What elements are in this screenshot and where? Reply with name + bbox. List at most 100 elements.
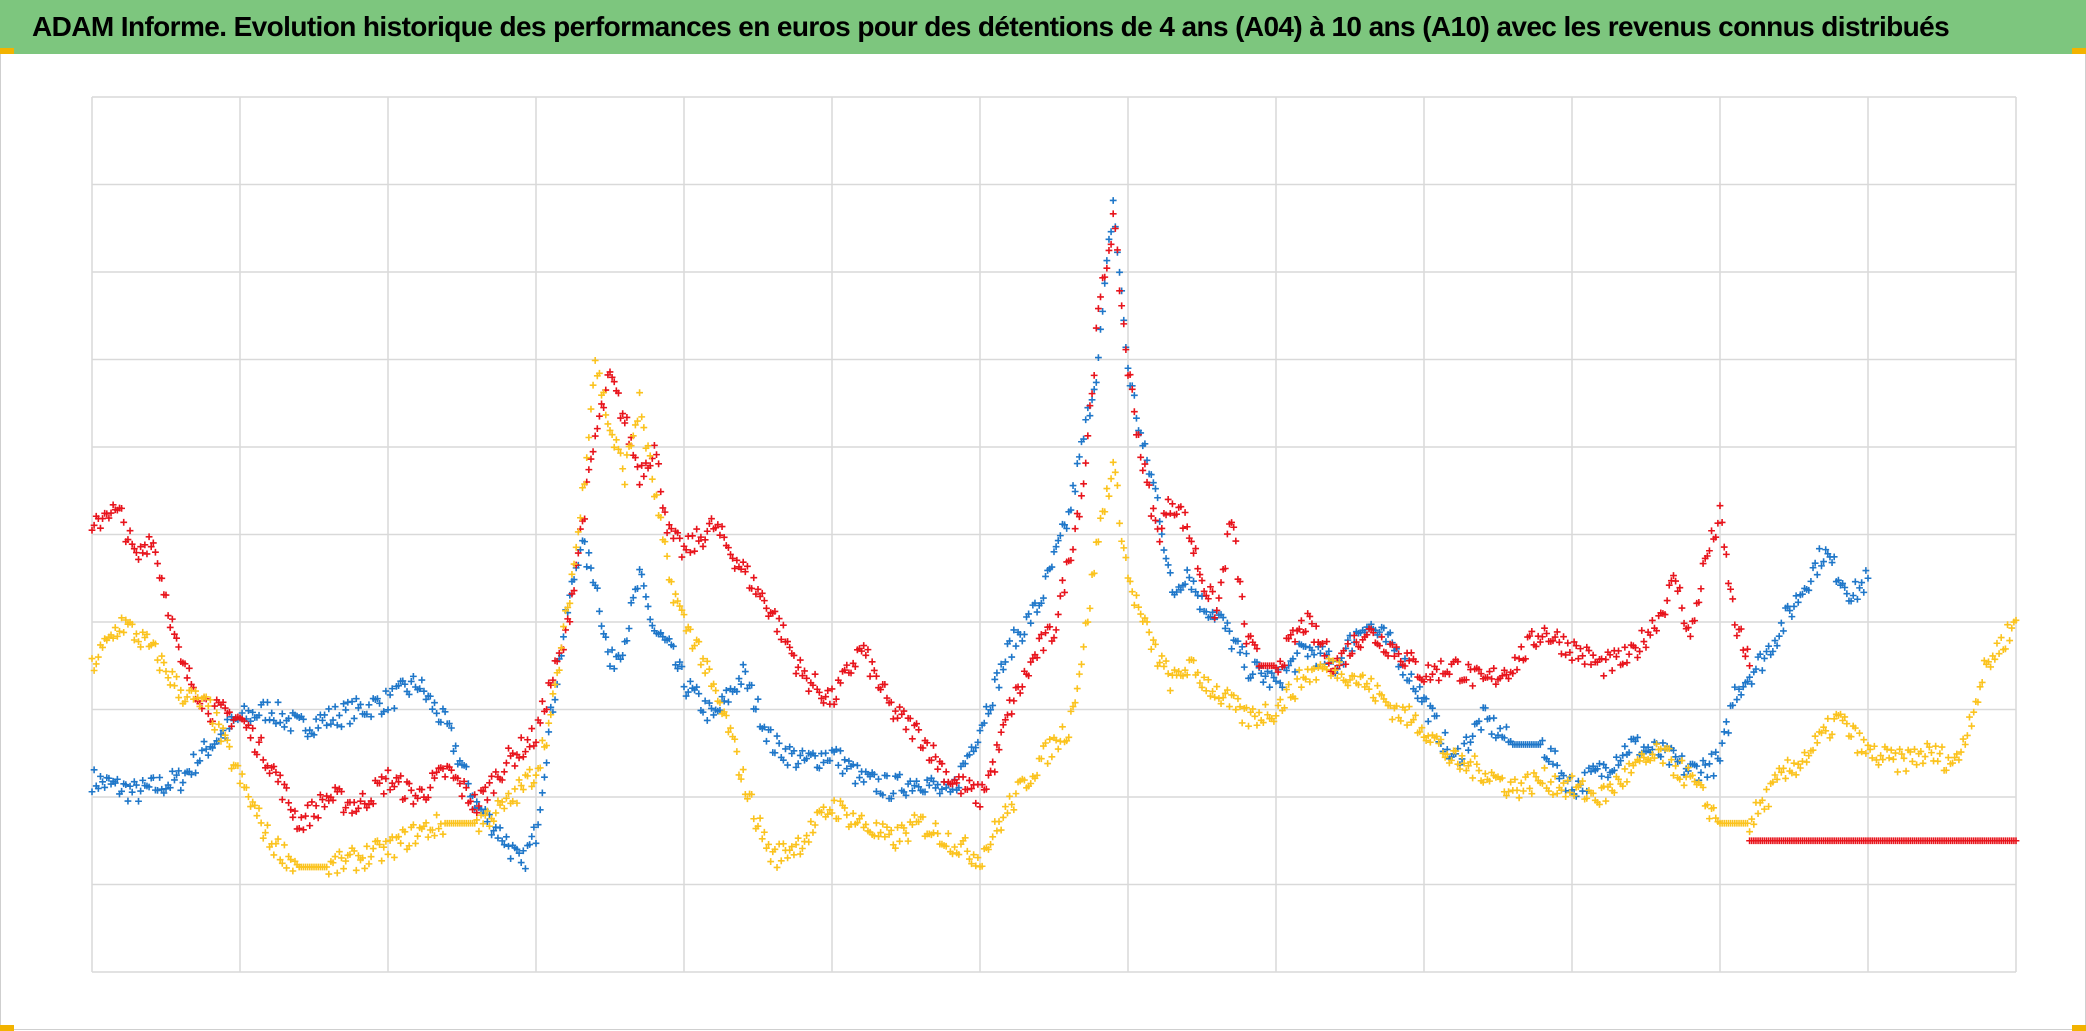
data-point (972, 799, 980, 807)
data-point (143, 550, 151, 558)
data-point (1122, 554, 1130, 561)
data-point (788, 843, 796, 850)
data-point (1418, 724, 1426, 732)
data-point (228, 722, 235, 730)
data-point (1868, 754, 1876, 762)
data-point (725, 544, 732, 552)
data-point (1118, 537, 1126, 545)
data-point (796, 850, 804, 858)
data-point (811, 670, 819, 678)
data-point (204, 702, 212, 710)
data-point (1625, 749, 1633, 757)
data-point (1388, 641, 1396, 649)
data-point (653, 451, 660, 459)
data-point (418, 676, 426, 684)
data-point (1291, 695, 1299, 703)
data-point (1365, 685, 1373, 693)
data-point (190, 695, 197, 703)
data-point (1293, 675, 1301, 683)
data-point (488, 772, 495, 780)
data-point (1185, 574, 1193, 581)
data-point (395, 682, 402, 690)
data-point (1357, 643, 1364, 651)
data-point (822, 749, 830, 757)
data-point (1492, 680, 1500, 688)
data-point (638, 571, 646, 578)
data-point (204, 751, 212, 759)
data-point (1526, 785, 1534, 792)
data-point (703, 717, 711, 724)
data-point (441, 708, 449, 716)
data-point (357, 701, 364, 708)
data-point (705, 699, 713, 707)
data-point (431, 699, 438, 707)
data-point (352, 866, 360, 874)
data-point (695, 537, 703, 545)
data-point (194, 694, 202, 701)
data-point (1481, 770, 1489, 778)
data-point (1236, 578, 1244, 585)
data-point (873, 672, 880, 680)
data-point (528, 783, 536, 790)
data-point (1458, 752, 1466, 760)
data-point (1223, 686, 1231, 694)
data-point (1894, 768, 1901, 776)
data-point (722, 712, 730, 719)
data-point (1164, 561, 1172, 569)
data-point (1308, 620, 1316, 628)
data-point (1919, 759, 1927, 767)
data-point (1386, 702, 1394, 710)
data-point (300, 715, 307, 723)
data-point (1706, 547, 1713, 555)
data-point (503, 794, 510, 802)
data-point (1281, 661, 1288, 669)
data-point (777, 857, 785, 865)
data-point (448, 766, 455, 774)
data-point (1847, 597, 1855, 605)
data-point (1095, 305, 1102, 312)
data-point (718, 523, 726, 530)
data-point (949, 780, 956, 788)
data-point (1336, 658, 1343, 666)
data-point (1606, 651, 1614, 659)
data-point (583, 563, 591, 571)
data-point (268, 709, 276, 717)
data-point (272, 768, 280, 776)
data-point (1078, 660, 1085, 668)
data-point (1469, 774, 1477, 782)
data-point (1712, 748, 1720, 756)
data-point (1251, 641, 1259, 649)
data-point (355, 852, 362, 860)
data-point (486, 822, 493, 830)
data-point (1900, 754, 1908, 762)
data-point (701, 697, 709, 705)
data-point (532, 738, 540, 746)
data-point (786, 743, 794, 751)
data-point (1564, 776, 1572, 784)
data-point (1228, 519, 1235, 526)
data-point (868, 658, 876, 666)
data-point (226, 743, 233, 751)
data-point (397, 772, 405, 780)
data-point (137, 643, 145, 651)
data-point (363, 842, 371, 850)
data-point (1752, 665, 1760, 673)
data-point (718, 693, 726, 701)
data-point (164, 612, 172, 619)
data-point (1750, 820, 1758, 828)
data-point (1568, 772, 1576, 780)
data-point (1822, 546, 1830, 554)
data-point (1475, 717, 1483, 725)
data-point (1207, 613, 1214, 621)
data-point (1699, 757, 1707, 765)
data-point (1640, 754, 1648, 761)
data-point (249, 798, 257, 806)
data-point (1422, 737, 1430, 745)
data-point (767, 726, 775, 734)
data-point (1418, 698, 1426, 706)
data-point (1942, 766, 1950, 774)
data-point (771, 845, 779, 853)
data-point (1281, 704, 1288, 712)
data-point (88, 788, 96, 796)
data-point (426, 692, 434, 700)
